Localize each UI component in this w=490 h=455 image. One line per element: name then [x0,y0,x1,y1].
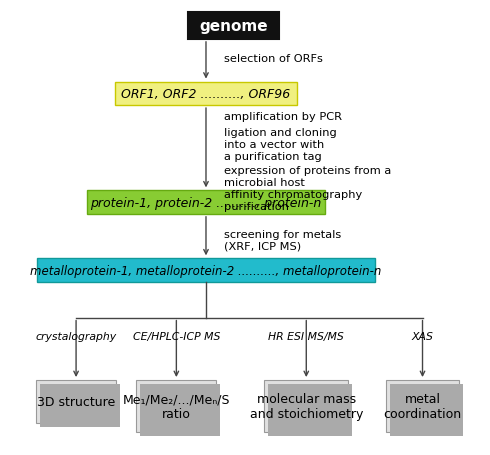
Text: Me₁/Me₂/.../Meₙ/S
ratio: Me₁/Me₂/.../Meₙ/S ratio [122,392,230,420]
Text: affinity chromatography
purification: affinity chromatography purification [224,190,363,212]
Text: amplification by PCR: amplification by PCR [224,112,342,121]
FancyBboxPatch shape [40,384,120,427]
Text: crystalography: crystalography [35,331,117,341]
FancyBboxPatch shape [188,13,279,40]
FancyBboxPatch shape [264,380,348,432]
FancyBboxPatch shape [386,380,459,432]
Text: ORF1, ORF2 .........., ORF96: ORF1, ORF2 .........., ORF96 [122,88,291,101]
Text: metalloprotein-1, metalloprotein-2 .........., metalloprotein-n: metalloprotein-1, metalloprotein-2 .....… [30,264,382,277]
Text: XAS: XAS [412,331,434,341]
Text: protein-1, protein-2 .........., protein-n: protein-1, protein-2 .........., protein… [90,196,321,209]
Text: CE/HPLC-ICP MS: CE/HPLC-ICP MS [133,331,220,341]
Text: metal
coordination: metal coordination [384,392,462,420]
Text: molecular mass
and stoichiometry: molecular mass and stoichiometry [249,392,363,420]
FancyBboxPatch shape [36,380,116,423]
Text: HR ESI MS/MS: HR ESI MS/MS [269,331,344,341]
FancyBboxPatch shape [137,380,216,432]
FancyBboxPatch shape [140,384,220,436]
FancyBboxPatch shape [390,384,463,436]
Text: expression of proteins from a
microbial host: expression of proteins from a microbial … [224,166,392,187]
FancyBboxPatch shape [37,259,375,282]
FancyBboxPatch shape [88,191,324,214]
Text: selection of ORFs: selection of ORFs [224,54,323,64]
Text: 3D structure: 3D structure [37,395,115,408]
Text: genome: genome [199,19,268,34]
Text: ligation and cloning
into a vector with
a purification tag: ligation and cloning into a vector with … [224,128,337,162]
FancyBboxPatch shape [268,384,352,436]
FancyBboxPatch shape [115,82,297,106]
Text: screening for metals
(XRF, ICP MS): screening for metals (XRF, ICP MS) [224,229,342,251]
